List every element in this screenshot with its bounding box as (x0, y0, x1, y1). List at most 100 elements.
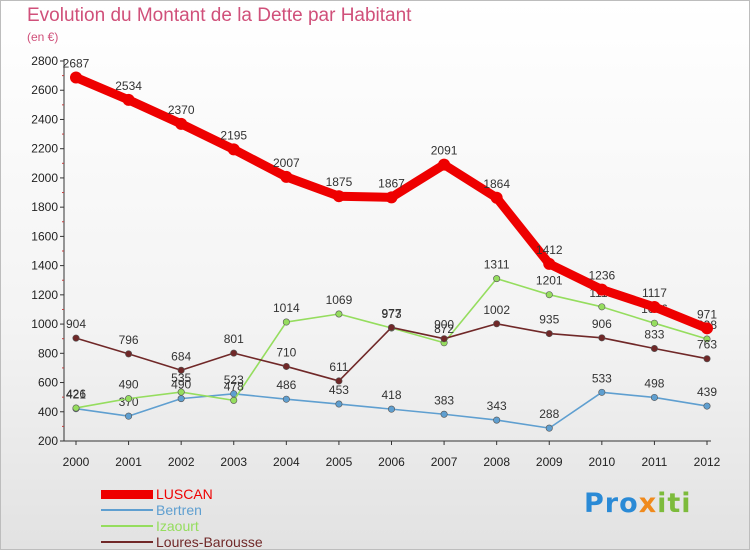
legend-item-luscan: LUSCAN (101, 486, 263, 502)
data-point-izaourt (282, 318, 290, 326)
y-tick-label: 400 (38, 405, 58, 419)
data-label-loures-barousse: 833 (644, 327, 664, 341)
x-tick-label: 2005 (326, 455, 353, 469)
data-point-bertren (650, 393, 658, 401)
x-tick-label: 2002 (168, 455, 195, 469)
x-tick-label: 2008 (483, 455, 510, 469)
chart-legend: LUSCAN Bertren Izaourt Loures-Barousse (101, 486, 263, 550)
data-point-luscan (490, 191, 503, 204)
data-label-loures-barousse: 1002 (483, 303, 510, 317)
data-label-izaourt: 426 (66, 387, 86, 401)
y-tick-label: 2400 (31, 112, 58, 126)
y-tick-label: 1200 (31, 288, 58, 302)
data-label-luscan: 2687 (63, 57, 90, 71)
x-tick-label: 2003 (220, 455, 247, 469)
data-point-izaourt (545, 291, 553, 299)
chart-title: Evolution du Montant de la Dette par Hab… (27, 5, 412, 26)
data-point-loures-barousse (440, 335, 448, 343)
data-point-luscan (70, 71, 82, 84)
legend-label: LUSCAN (156, 486, 213, 502)
data-point-bertren (440, 410, 448, 418)
data-point-luscan (332, 190, 345, 203)
legend-label: Loures-Barousse (156, 534, 263, 550)
data-point-loures-barousse (493, 320, 501, 328)
data-label-bertren: 288 (539, 407, 559, 421)
data-point-loures-barousse (177, 366, 185, 374)
data-point-izaourt (177, 388, 185, 396)
data-label-bertren: 533 (592, 371, 612, 385)
data-label-luscan: 1117 (642, 286, 667, 300)
data-point-luscan (175, 117, 188, 130)
data-label-luscan: 1875 (326, 175, 353, 189)
y-tick-label: 1800 (31, 200, 58, 214)
data-point-izaourt (493, 275, 501, 283)
data-label-bertren: 439 (697, 385, 717, 399)
x-tick-label: 2000 (63, 455, 90, 469)
data-label-loures-barousse: 710 (276, 345, 296, 359)
data-point-bertren (282, 395, 290, 403)
data-label-luscan: 1412 (536, 243, 563, 257)
data-label-bertren: 523 (224, 373, 244, 387)
data-point-izaourt (125, 395, 133, 403)
x-tick-label: 2006 (378, 455, 405, 469)
data-label-izaourt: 1201 (536, 274, 563, 288)
data-label-bertren: 418 (381, 388, 401, 402)
data-label-luscan: 971 (697, 307, 717, 321)
data-label-loures-barousse: 977 (381, 306, 401, 320)
x-tick-label: 2011 (642, 455, 668, 469)
data-label-loures-barousse: 801 (224, 332, 244, 346)
data-point-luscan (595, 283, 608, 296)
data-point-bertren (703, 402, 711, 410)
data-point-luscan (438, 158, 451, 171)
data-label-luscan: 1236 (588, 269, 615, 283)
data-label-bertren: 343 (487, 399, 507, 413)
y-tick-label: 2800 (31, 54, 58, 68)
data-label-loures-barousse: 763 (697, 338, 717, 352)
data-point-loures-barousse (703, 355, 711, 363)
data-point-izaourt (650, 319, 658, 327)
x-tick-label: 2009 (536, 455, 563, 469)
data-point-loures-barousse (387, 323, 395, 331)
data-point-loures-barousse (335, 377, 343, 385)
data-point-luscan (385, 191, 398, 204)
data-point-bertren (598, 388, 606, 396)
data-label-izaourt: 490 (119, 378, 139, 392)
data-point-loures-barousse (598, 334, 606, 342)
x-tick-label: 2012 (694, 455, 721, 469)
y-tick-label: 2600 (31, 83, 58, 97)
y-tick-label: 200 (38, 434, 58, 448)
data-label-bertren: 498 (644, 376, 664, 390)
y-tick-label: 1400 (31, 259, 58, 273)
data-point-bertren (493, 416, 501, 424)
data-point-loures-barousse (72, 334, 80, 342)
legend-swatch (101, 525, 153, 527)
data-label-luscan: 2195 (220, 128, 247, 142)
data-label-izaourt: 535 (171, 371, 191, 385)
data-label-luscan: 2370 (168, 103, 195, 117)
data-label-loures-barousse: 935 (539, 313, 559, 327)
data-point-bertren (335, 400, 343, 408)
data-point-bertren (545, 424, 553, 432)
data-point-izaourt (598, 303, 606, 311)
data-label-loures-barousse: 900 (434, 318, 454, 332)
legend-swatch (101, 541, 153, 543)
legend-label: Izaourt (156, 518, 199, 534)
x-tick-label: 2010 (588, 455, 615, 469)
data-point-luscan (280, 170, 293, 183)
data-label-izaourt: 1069 (326, 293, 353, 307)
data-label-luscan: 1867 (378, 176, 405, 190)
data-label-bertren: 453 (329, 383, 349, 397)
legend-item-loures-barousse: Loures-Barousse (101, 534, 263, 550)
data-label-izaourt: 973 (381, 307, 401, 321)
proxiti-logo: Proxiti (584, 488, 692, 519)
data-label-luscan: 1864 (483, 177, 510, 191)
legend-item-bertren: Bertren (101, 502, 263, 518)
data-label-izaourt: 478 (224, 379, 244, 393)
data-point-bertren (387, 405, 395, 413)
data-label-bertren: 486 (276, 378, 296, 392)
y-tick-label: 600 (38, 376, 58, 390)
data-label-bertren: 421 (66, 388, 86, 402)
data-label-loures-barousse: 906 (592, 317, 612, 331)
